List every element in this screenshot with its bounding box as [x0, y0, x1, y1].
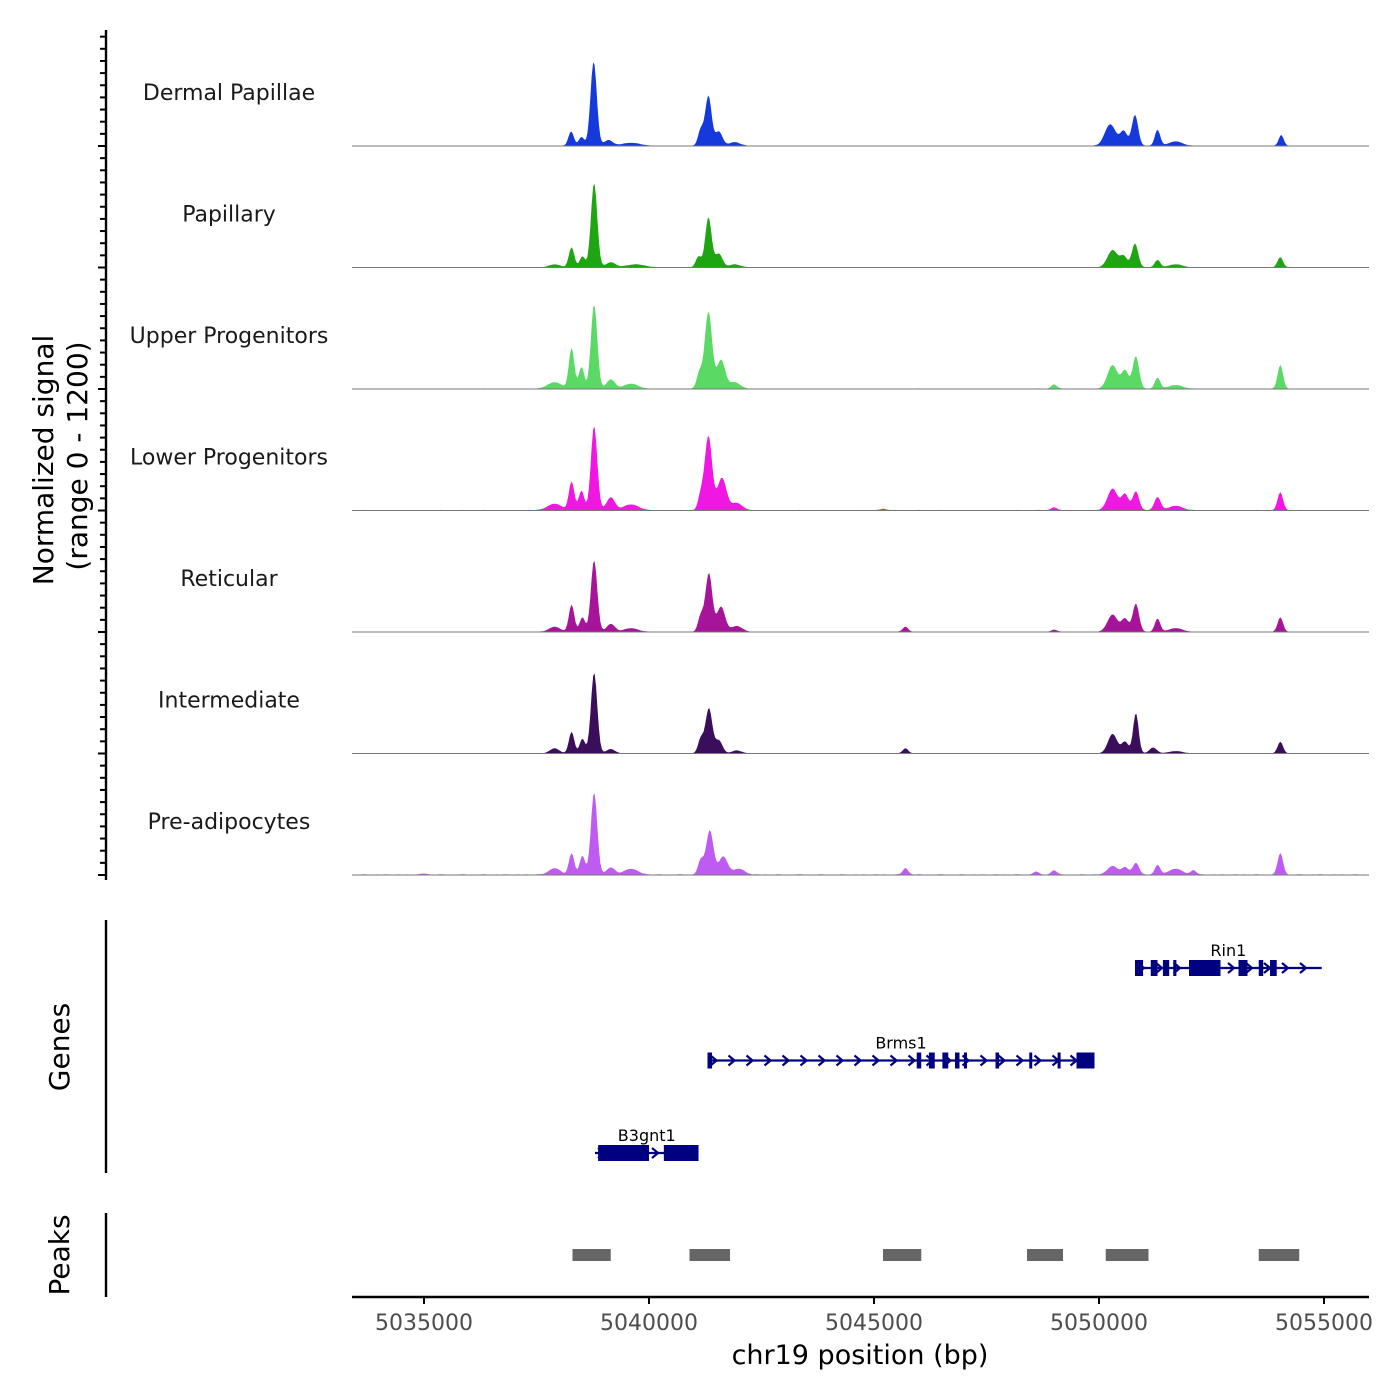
axes: 5035000 5040000 5045000 5050000 5055000 Norm… — [27, 30, 1373, 1371]
y-axis-title: Normalized signal — [27, 335, 60, 586]
peak-region — [1258, 1249, 1300, 1261]
peak-region — [1105, 1249, 1149, 1261]
gene-exon — [1029, 1052, 1033, 1069]
peak-region — [689, 1249, 730, 1261]
strand-arrow — [1015, 1054, 1025, 1067]
gene-brms1: Brms1 — [707, 1034, 1095, 1069]
y-axis-ticks — [98, 35, 106, 876]
peaks-axis-title: Peaks — [43, 1214, 76, 1295]
gene-exon — [1238, 960, 1248, 976]
track-label: Upper Progenitors — [130, 324, 329, 349]
track-labels: Dermal Papillae Papillary Upper Progenitor… — [130, 81, 329, 835]
gene-exon — [598, 1145, 649, 1161]
strand-arrow — [889, 1054, 899, 1067]
gene-label: Brms1 — [875, 1034, 926, 1053]
signal-area-intermediate — [352, 673, 1369, 754]
signal-area-papillary — [352, 183, 1369, 268]
gene-label: Rin1 — [1210, 941, 1246, 960]
gene-exon — [916, 1052, 922, 1069]
gene-exon — [928, 1052, 935, 1069]
gene-exon — [942, 1052, 949, 1069]
strand-arrow — [1033, 1054, 1043, 1067]
y-axis-range-label: (range 0 - 1200) — [61, 341, 94, 570]
x-tick-label: 5050000 — [1050, 1311, 1148, 1336]
strand-arrow — [871, 1054, 881, 1067]
x-tick-label: 5040000 — [600, 1311, 698, 1336]
strand-arrow — [709, 1054, 719, 1067]
gene-label: B3gnt1 — [618, 1126, 676, 1145]
gene-exon — [964, 1052, 967, 1069]
gene-exon — [1162, 960, 1170, 976]
gene-b3gnt1: B3gnt1 — [595, 1126, 699, 1161]
track-label: Dermal Papillae — [143, 81, 315, 106]
strand-arrow — [907, 1054, 917, 1067]
signal-area-reticular — [352, 561, 1369, 632]
strand-arrow — [1227, 962, 1236, 974]
signal-area-pre-adipocytes — [352, 793, 1369, 875]
track-label: Intermediate — [158, 689, 300, 714]
gene-exon — [1258, 960, 1264, 976]
x-axis-ticks: 5035000 5040000 5045000 5050000 5055000 — [375, 1297, 1373, 1336]
track-label: Lower Progenitors — [130, 446, 328, 471]
peak-region — [572, 1249, 611, 1261]
strand-arrow — [1155, 962, 1164, 974]
signal-area-lower-progenitors — [352, 426, 1369, 511]
strand-arrow — [1245, 962, 1254, 974]
strand-arrow — [997, 1054, 1007, 1067]
track-label: Pre-adipocytes — [148, 810, 311, 835]
strand-arrow — [853, 1054, 863, 1067]
gene-exon — [1057, 1052, 1061, 1069]
x-tick-label: 5045000 — [825, 1311, 923, 1336]
signal-area-upper-progenitors — [352, 305, 1369, 389]
strand-arrow — [745, 1054, 755, 1067]
peak-track — [572, 1249, 1300, 1261]
x-tick-label: 5035000 — [375, 1311, 473, 1336]
genes-axis-title: Genes — [43, 1003, 76, 1091]
peak-region — [1027, 1249, 1063, 1261]
strand-arrow — [1281, 962, 1290, 974]
strand-arrow — [763, 1054, 773, 1067]
strand-arrow — [835, 1054, 845, 1067]
peak-region — [883, 1249, 922, 1261]
gene-exon — [707, 1052, 712, 1069]
gene-track: Rin1 Brms1 B3gnt1 — [595, 941, 1322, 1161]
signal-area-dermal-papillae — [352, 62, 1369, 146]
strand-arrow — [979, 1054, 989, 1067]
signal-tracks — [352, 62, 1369, 876]
gene-exon — [1150, 960, 1158, 976]
strand-arrow — [1299, 962, 1308, 974]
strand-arrow — [651, 1147, 660, 1159]
x-axis-title: chr19 position (bp) — [732, 1340, 989, 1371]
gene-exon — [955, 1052, 960, 1069]
gene-exon — [1076, 1052, 1095, 1069]
strand-arrow — [781, 1054, 791, 1067]
gene-exon — [1173, 960, 1177, 976]
track-label: Reticular — [180, 567, 278, 592]
gene-exon — [1270, 960, 1277, 976]
gene-exon — [995, 1052, 1000, 1069]
strand-arrow — [799, 1054, 809, 1067]
gene-exon — [1189, 960, 1221, 976]
gene-exon — [663, 1145, 699, 1161]
track-label: Papillary — [182, 203, 276, 228]
gene-exon — [1135, 960, 1144, 976]
strand-arrow — [817, 1054, 827, 1067]
gene-rin1: Rin1 — [1135, 941, 1322, 976]
strand-arrow — [727, 1054, 737, 1067]
x-tick-label: 5055000 — [1275, 1311, 1373, 1336]
